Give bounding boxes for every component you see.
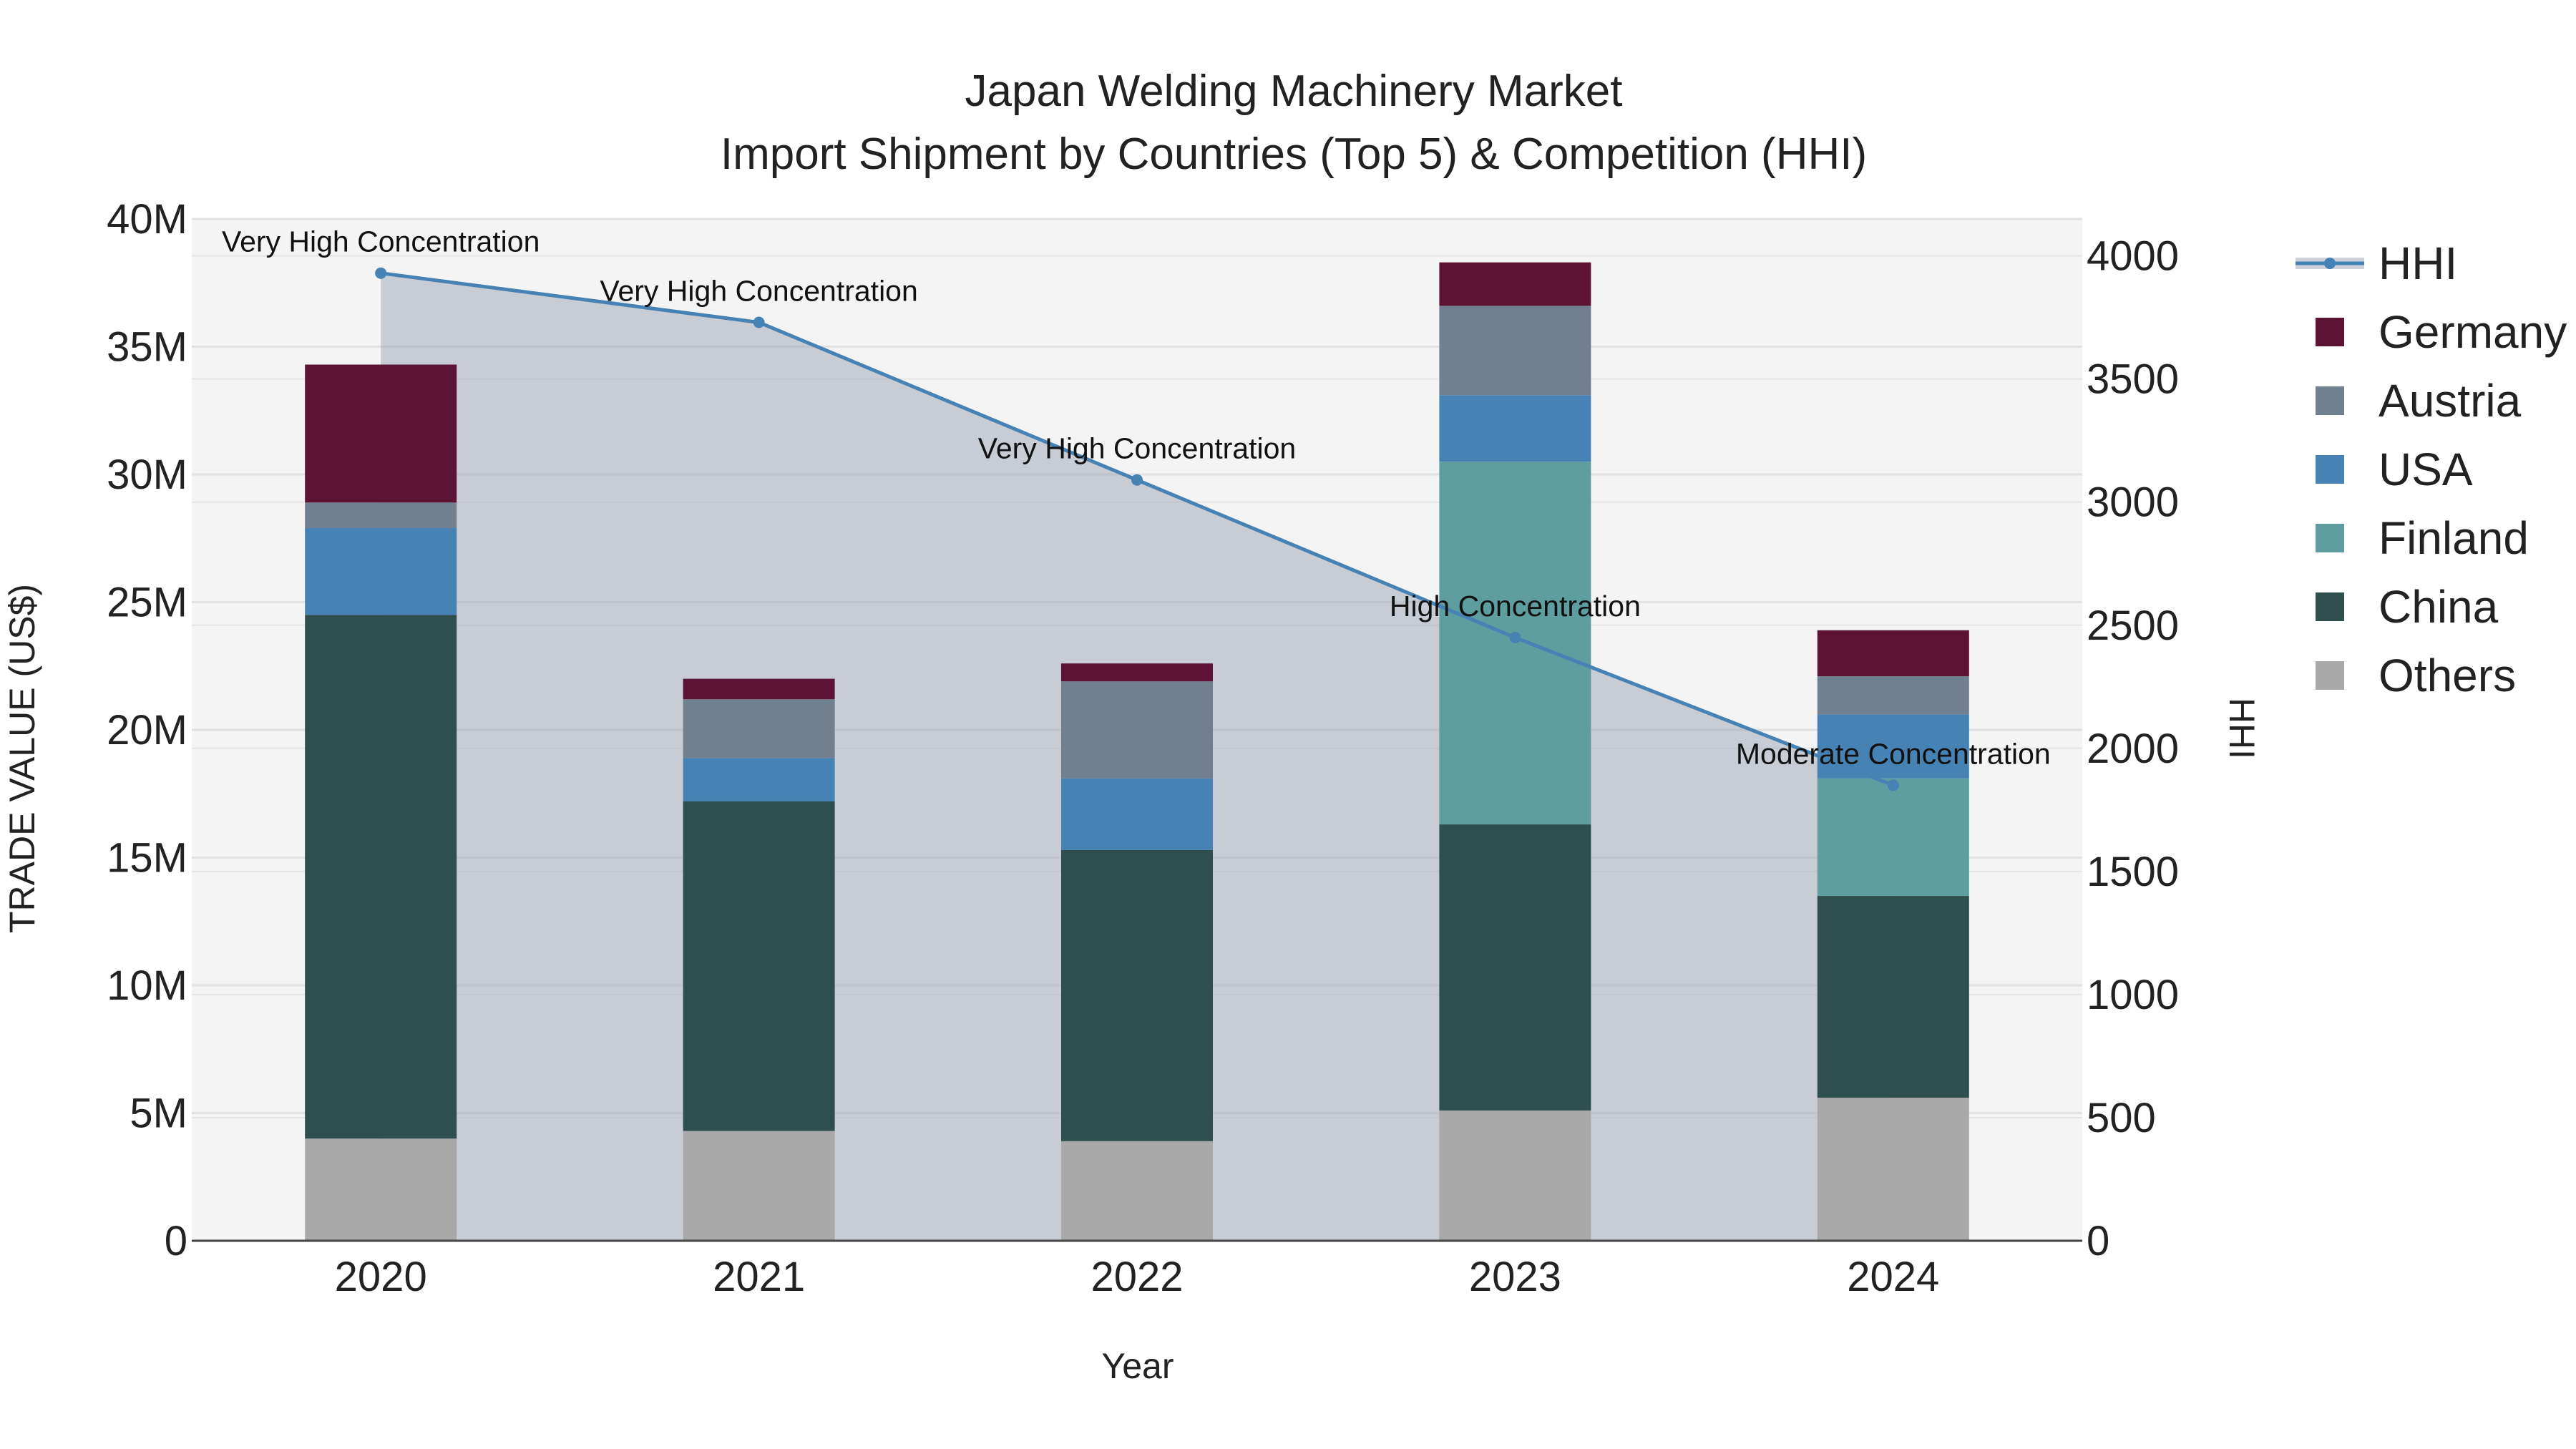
hhi-point-2024: [1887, 779, 1899, 791]
bar-usa-2022: [1061, 778, 1213, 850]
bar-finland-2024: [1817, 778, 1969, 897]
chart-title: Japan Welding Machinery Market: [965, 67, 1623, 116]
legend-swatch-germany: [2316, 318, 2344, 346]
bar-others-2024: [1817, 1098, 1969, 1241]
legend-swatch-austria: [2316, 386, 2344, 415]
bar-china-2023: [1439, 824, 1591, 1111]
legend-label-china: China: [2379, 581, 2499, 633]
bar-others-2022: [1061, 1141, 1213, 1241]
bar-austria-2022: [1061, 681, 1213, 779]
chart-subtitle: Import Shipment by Countries (Top 5) & C…: [721, 130, 1867, 179]
bar-usa-2023: [1439, 395, 1591, 462]
legend-swatch-others: [2316, 661, 2344, 690]
hhi-point-2022: [1131, 474, 1143, 486]
bar-germany-2023: [1439, 262, 1591, 306]
hhi-point-2020: [375, 267, 387, 279]
legend-label-usa: USA: [2379, 444, 2473, 495]
x-tick-label: 2021: [713, 1254, 805, 1300]
legend-label-germany: Germany: [2379, 306, 2567, 358]
y-tick-label: 10M: [107, 962, 187, 1009]
bar-usa-2021: [683, 758, 835, 801]
y2-tick-label: 3000: [2087, 479, 2179, 526]
bar-germany-2024: [1817, 630, 1969, 677]
hhi-point-2021: [753, 316, 765, 328]
legend-swatch-usa: [2316, 455, 2344, 484]
bar-usa-2024: [1817, 714, 1969, 779]
y2-tick-label: 0: [2087, 1218, 2109, 1264]
hhi-line-layer: [375, 267, 1899, 791]
y2-tick-label: 3500: [2087, 356, 2179, 403]
y-tick-label: 5M: [130, 1091, 187, 1137]
y2-axis-title: HHI: [2222, 698, 2262, 759]
tick-layer: 0 5M 10M 15M 20M 25M 30M 35M 40M 0 500 1000 1500 2000…: [107, 196, 2179, 1300]
bar-germany-2020: [305, 364, 457, 503]
bar-austria-2020: [305, 502, 457, 528]
legend-label-hhi: HHI: [2379, 238, 2457, 289]
bar-others-2021: [683, 1131, 835, 1241]
hhi-annotation: Moderate Concentration: [1736, 737, 2051, 770]
bar-china-2022: [1061, 849, 1213, 1141]
hhi-annotation: Very High Concentration: [222, 225, 540, 258]
legend-swatch-finland: [2316, 524, 2344, 552]
y-tick-label: 40M: [107, 196, 187, 243]
bar-germany-2022: [1061, 663, 1213, 682]
bar-germany-2021: [683, 678, 835, 700]
hhi-annotation: Very High Concentration: [978, 432, 1296, 465]
bar-austria-2024: [1817, 676, 1969, 715]
hhi-annotation: High Concentration: [1390, 590, 1641, 623]
legend-label-others: Others: [2379, 650, 2516, 701]
legend-swatch-china: [2316, 592, 2344, 621]
legend: HHI Germany Austria USA Finland China Others: [2296, 238, 2567, 701]
x-tick-label: 2022: [1091, 1254, 1183, 1300]
bar-china-2021: [683, 801, 835, 1131]
bar-china-2024: [1817, 896, 1969, 1098]
bar-others-2023: [1439, 1110, 1591, 1241]
hhi-point-2023: [1509, 631, 1521, 643]
y2-tick-label: 4000: [2087, 233, 2179, 280]
bar-austria-2023: [1439, 306, 1591, 396]
hhi-annotation: Very High Concentration: [600, 275, 917, 308]
bar-china-2020: [305, 615, 457, 1139]
y2-tick-label: 500: [2087, 1095, 2156, 1141]
legend-label-austria: Austria: [2379, 375, 2522, 426]
annotation-layer: Very High Concentration Very High Concent…: [222, 225, 2051, 771]
y2-tick-label: 1500: [2087, 849, 2179, 895]
y-tick-label: 25M: [107, 580, 187, 626]
bar-layer: [305, 262, 1969, 1241]
x-tick-label: 2024: [1847, 1254, 1939, 1300]
bar-austria-2021: [683, 699, 835, 758]
x-axis-title: Year: [1101, 1346, 1174, 1386]
legend-label-finland: Finland: [2379, 512, 2529, 564]
y-tick-label: 35M: [107, 324, 187, 371]
y-tick-label: 15M: [107, 835, 187, 882]
bar-usa-2020: [305, 527, 457, 615]
y2-tick-label: 2500: [2087, 602, 2179, 649]
y2-tick-label: 1000: [2087, 972, 2179, 1018]
y-axis-title: TRADE VALUE (US$): [2, 584, 42, 933]
y-tick-label: 20M: [107, 707, 187, 753]
y2-tick-label: 2000: [2087, 726, 2179, 772]
legend-swatch-hhi-marker: [2324, 258, 2336, 269]
y-tick-label: 30M: [107, 452, 187, 498]
x-tick-label: 2020: [335, 1254, 427, 1300]
y-tick-label: 0: [165, 1218, 187, 1264]
bar-others-2020: [305, 1138, 457, 1241]
x-tick-label: 2023: [1469, 1254, 1561, 1300]
